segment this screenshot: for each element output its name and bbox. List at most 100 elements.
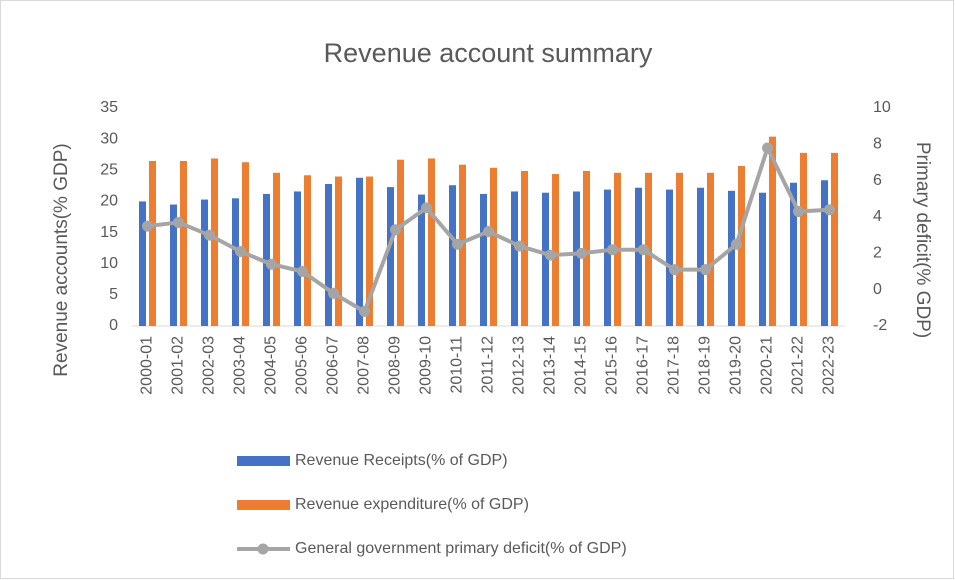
y-tick-label: 0 xyxy=(109,317,118,334)
line-marker xyxy=(824,204,835,216)
x-tick-label: 2011-12 xyxy=(480,336,497,394)
line-marker xyxy=(545,249,556,261)
x-tick-label: 2020-21 xyxy=(759,336,776,395)
x-tick-label: 2004-05 xyxy=(263,336,280,395)
bar xyxy=(552,174,559,326)
bar xyxy=(273,172,280,326)
bar xyxy=(490,167,497,326)
y-tick-label: 35 xyxy=(100,99,118,116)
bar xyxy=(480,193,487,326)
line-marker xyxy=(731,238,742,250)
bar xyxy=(604,189,611,326)
bar xyxy=(800,152,807,326)
bar xyxy=(573,191,580,326)
x-tick-label: 2021-22 xyxy=(790,336,807,395)
bar xyxy=(449,185,456,326)
line-marker xyxy=(421,202,432,214)
bar xyxy=(769,136,776,326)
y-tick-label: 20 xyxy=(100,193,118,210)
line-marker xyxy=(359,305,370,317)
bar xyxy=(728,190,735,326)
line-marker xyxy=(576,247,587,259)
y2-tick-label: -2 xyxy=(873,317,887,334)
bar xyxy=(542,192,549,326)
x-tick-label: 2007-08 xyxy=(356,336,373,395)
line-marker xyxy=(638,244,649,256)
x-tick-label: 2018-19 xyxy=(697,336,714,395)
x-tick-label: 2015-16 xyxy=(604,336,621,395)
y-axis-title: Revenue accounts(% GDP) xyxy=(51,143,72,376)
legend-swatch xyxy=(237,456,290,466)
bar xyxy=(180,160,187,326)
bar xyxy=(149,160,156,326)
bar xyxy=(676,172,683,326)
y2-tick-label: 4 xyxy=(873,208,882,225)
x-tick-label: 2002-03 xyxy=(201,336,218,395)
y-tick-label: 25 xyxy=(100,162,118,179)
x-tick-label: 2001-02 xyxy=(170,336,187,395)
line-marker xyxy=(700,264,711,276)
line-marker xyxy=(514,240,525,252)
bar xyxy=(335,176,342,326)
legend-label: Revenue expenditure(% of GDP) xyxy=(295,496,529,513)
x-tick-label: 2012-13 xyxy=(511,336,528,395)
y-tick-label: 15 xyxy=(100,224,118,241)
line-marker xyxy=(607,244,618,256)
bar xyxy=(583,170,590,326)
bar xyxy=(397,159,404,326)
x-tick-label: 2010-11 xyxy=(449,336,466,394)
chart-title: Revenue account summary xyxy=(324,38,653,68)
y2-axis-title: Primary deficit(% GDP) xyxy=(912,142,933,338)
line-marker xyxy=(483,226,494,238)
bar xyxy=(428,158,435,326)
bar xyxy=(356,177,363,326)
line-marker xyxy=(142,220,153,232)
line-marker xyxy=(328,287,339,299)
bar xyxy=(387,187,394,326)
y-tick-label: 5 xyxy=(109,286,118,303)
x-tick-label: 2022-23 xyxy=(821,336,838,395)
legend-swatch xyxy=(257,543,269,555)
legend-swatch xyxy=(237,500,290,510)
bar xyxy=(211,158,218,326)
legend-label: General government primary deficit(% of … xyxy=(295,540,627,557)
line-marker xyxy=(793,206,804,218)
bar xyxy=(170,204,177,326)
bar xyxy=(294,191,301,326)
bar xyxy=(232,198,239,326)
bar xyxy=(821,180,828,326)
y-tick-label: 10 xyxy=(100,255,118,272)
x-tick-label: 2014-15 xyxy=(573,336,590,395)
bar xyxy=(366,176,373,326)
bar xyxy=(635,187,642,326)
bar xyxy=(325,183,332,326)
legend-label: Revenue Receipts(% of GDP) xyxy=(295,452,508,469)
bar xyxy=(139,201,146,326)
line-marker xyxy=(390,224,401,236)
bar xyxy=(759,192,766,326)
x-tick-label: 2005-06 xyxy=(294,336,311,395)
line-marker xyxy=(452,238,463,250)
x-tick-label: 2003-04 xyxy=(232,336,249,395)
line-marker xyxy=(297,266,308,277)
y2-tick-label: 0 xyxy=(873,281,882,298)
x-tick-label: 2019-20 xyxy=(728,336,745,395)
x-tick-label: 2017-18 xyxy=(666,336,683,395)
y2-tick-label: 2 xyxy=(873,245,882,262)
y2-tick-label: 8 xyxy=(873,136,882,153)
x-tick-label: 2009-10 xyxy=(418,336,435,395)
line-marker xyxy=(204,229,215,241)
bar xyxy=(263,193,270,326)
x-tick-label: 2016-17 xyxy=(635,336,652,395)
y2-tick-label: 10 xyxy=(873,99,891,116)
x-tick-label: 2006-07 xyxy=(325,336,342,395)
bar xyxy=(790,182,797,326)
bar xyxy=(201,199,208,326)
x-tick-label: 2013-14 xyxy=(542,336,559,395)
bar xyxy=(511,191,518,326)
line-marker xyxy=(266,258,277,270)
bar xyxy=(697,187,704,326)
bar xyxy=(418,194,425,326)
bar xyxy=(666,189,673,326)
line-marker xyxy=(669,264,680,276)
